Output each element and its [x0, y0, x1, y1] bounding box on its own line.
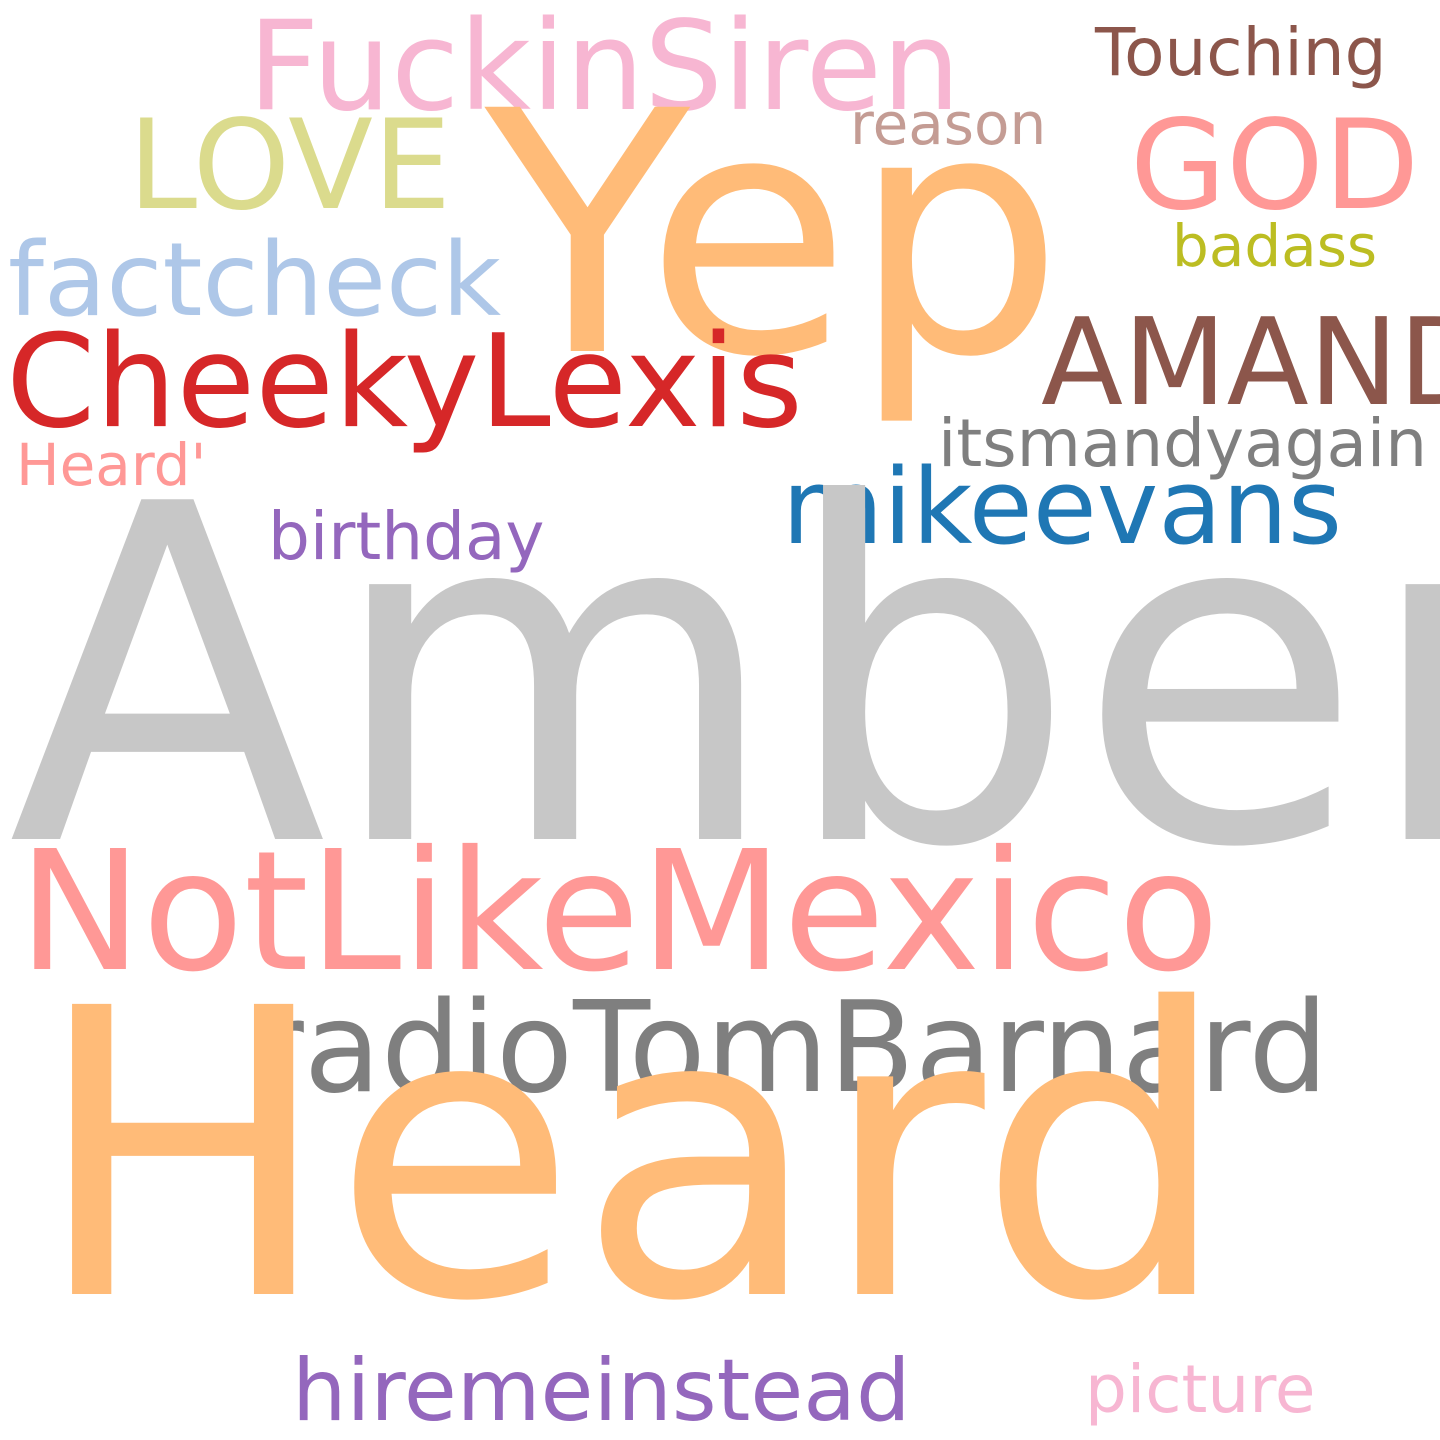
word-amanda: AMANDA: [1041, 294, 1440, 433]
word-picture: picture: [1085, 1351, 1316, 1428]
word-yep: Yep: [485, 41, 1064, 431]
word-badass: badass: [1172, 212, 1378, 280]
word-notlikemexico: NotLikeMexico: [18, 816, 1220, 1009]
word-radiotombarnard: radioTomBarnard: [252, 974, 1329, 1121]
word-amber: Amber: [8, 406, 1440, 949]
word-factcheck: factcheck: [8, 221, 502, 340]
word-reason: reason: [850, 90, 1047, 158]
word-itsmandyagain: itsmandyagain: [938, 405, 1428, 482]
word-fuckinsiren: FuckinSiren: [248, 0, 961, 139]
word-birthday: birthday: [268, 498, 545, 575]
word-cheekylexis: CheekyLexis: [6, 308, 803, 457]
word-heard-quote: Heard': [16, 431, 207, 499]
word-hiremeinstead: hiremeinstead: [292, 1341, 911, 1440]
word-touching: Touching: [1095, 14, 1387, 91]
word-god: GOD: [1130, 94, 1420, 238]
word-heard: Heard: [33, 925, 1231, 1388]
word-love: LOVE: [128, 94, 452, 238]
word-mikeevans: mikeevans: [782, 446, 1343, 568]
